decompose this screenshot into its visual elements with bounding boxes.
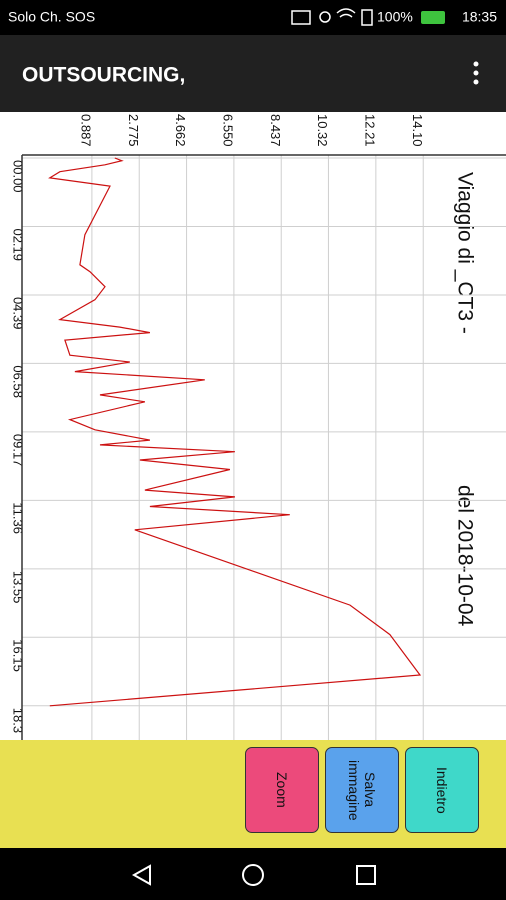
x-tick-label: 13.55 — [11, 571, 26, 604]
x-tick-label: 09.17 — [11, 434, 26, 467]
x-tick-label: 04.39 — [11, 297, 26, 330]
data-line — [48, 157, 422, 707]
y-tick-label: 6.550 — [220, 114, 235, 147]
back-app-button[interactable]: Indietro — [405, 747, 479, 833]
home-button[interactable] — [242, 864, 264, 886]
location-icon — [319, 11, 331, 23]
cast-icon — [291, 10, 311, 25]
app-bar — [0, 35, 506, 112]
status-text: Solo Ch. SOS — [8, 9, 95, 25]
app-title: OUTSOURCING, — [22, 64, 185, 87]
y-tick-label: 2.775 — [126, 114, 141, 147]
x-tick-label: 02.19 — [11, 228, 26, 261]
recents-button[interactable] — [356, 865, 376, 885]
save-image-button[interactable]: Salva immagine — [325, 747, 399, 833]
y-tick-label: 12.21 — [362, 114, 377, 147]
chart: Viaggio di _CT3 - del 2018-10-04 0.887 2.… — [11, 114, 506, 740]
y-tick-label: 14.10 — [410, 114, 425, 147]
clock: 18:35 — [462, 9, 497, 25]
chart-subtitle: del 2018-10-04 — [453, 485, 476, 627]
menu-button[interactable] — [473, 61, 479, 85]
y-tick-label: 8.437 — [268, 114, 283, 147]
wifi-icon — [336, 8, 356, 18]
x-tick-label: 16.15 — [11, 639, 26, 672]
y-tick-label: 0.887 — [78, 114, 93, 147]
zoom-button[interactable]: Zoom — [245, 747, 319, 833]
chart-title: Viaggio di _CT3 - — [453, 172, 476, 334]
x-tick-label: 00.00 — [11, 160, 26, 193]
y-tick-label: 10.32 — [315, 114, 330, 147]
nav-bar — [0, 848, 506, 900]
battery-text: 100% — [377, 9, 413, 25]
x-tick-label: 06.58 — [11, 365, 26, 398]
back-button[interactable] — [131, 864, 151, 886]
battery-icon — [421, 11, 445, 24]
sim-icon — [361, 9, 373, 26]
x-tick-label: 11.36 — [11, 502, 26, 534]
y-tick-label: 4.662 — [173, 114, 188, 147]
x-tick-label: 18.3 — [11, 708, 26, 733]
